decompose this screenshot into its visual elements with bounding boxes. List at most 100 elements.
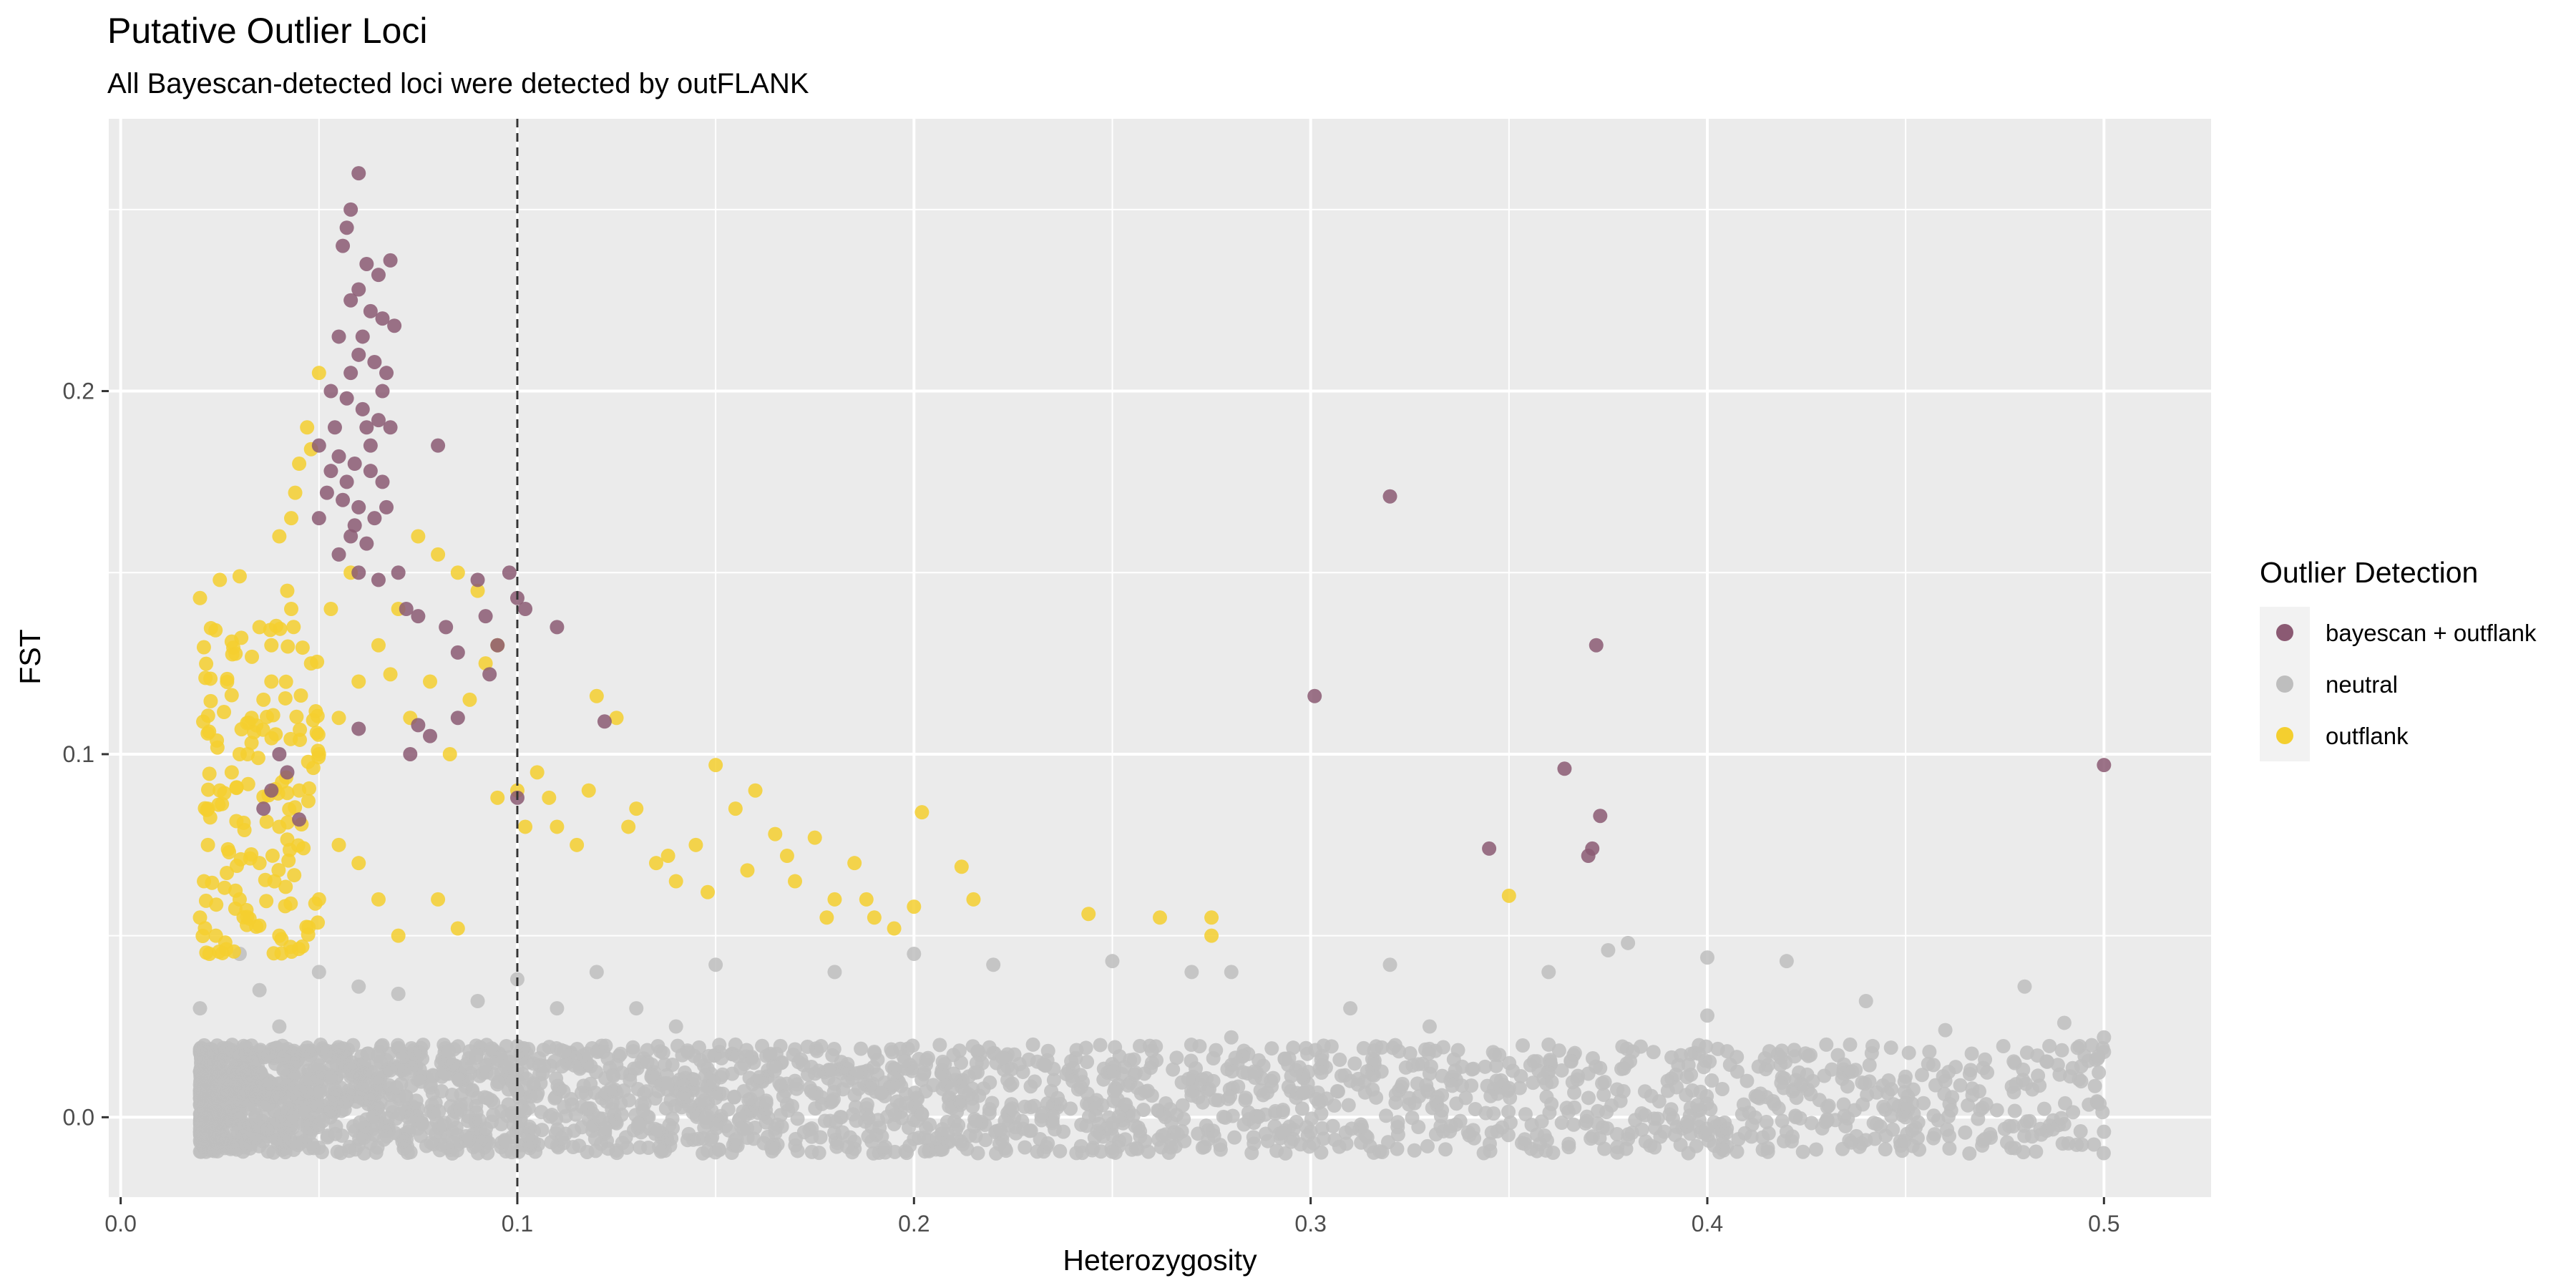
point-neutral	[1324, 1039, 1339, 1054]
point-neutral	[728, 1037, 743, 1052]
point-neutral	[1914, 1068, 1929, 1083]
point-bayescan-outflank	[336, 492, 351, 507]
point-outflank	[280, 639, 296, 654]
point-neutral	[1931, 1113, 1946, 1128]
point-outflank	[490, 790, 505, 805]
point-neutral	[1621, 1131, 1636, 1146]
point-neutral	[1023, 1123, 1038, 1138]
point-neutral	[1740, 1073, 1755, 1088]
point-outflank	[266, 946, 281, 961]
point-bayescan-outflank	[431, 438, 446, 453]
point-neutral	[606, 1068, 621, 1083]
point-neutral	[1387, 1038, 1402, 1053]
point-outflank	[202, 724, 217, 739]
point-neutral	[1858, 1076, 1873, 1091]
point-neutral	[243, 1137, 258, 1152]
point-neutral	[1106, 1064, 1121, 1079]
point-bayescan-outflank	[439, 620, 454, 635]
point-neutral	[804, 1144, 819, 1159]
point-outflank	[264, 674, 279, 689]
point-neutral	[2004, 1079, 2019, 1094]
point-neutral	[501, 1082, 516, 1097]
point-outflank	[668, 874, 683, 889]
point-neutral	[512, 1091, 527, 1106]
point-neutral	[866, 1060, 881, 1075]
point-outflank	[242, 911, 257, 926]
point-neutral	[708, 957, 723, 972]
point-neutral	[905, 1038, 920, 1053]
point-neutral	[308, 1097, 323, 1112]
point-neutral	[1996, 1039, 2011, 1054]
point-neutral	[557, 1044, 572, 1059]
point-neutral	[537, 1058, 552, 1073]
point-outflank	[247, 725, 262, 740]
point-neutral	[434, 1083, 449, 1098]
point-neutral	[1878, 1142, 1893, 1157]
point-neutral	[451, 1070, 466, 1085]
point-outflank	[431, 547, 446, 562]
point-neutral	[1561, 1136, 1576, 1151]
point-neutral	[1942, 1141, 1957, 1156]
point-bayescan-outflank	[292, 812, 307, 827]
point-neutral	[1699, 1008, 1714, 1023]
point-neutral	[265, 1088, 280, 1103]
point-neutral	[1524, 1118, 1539, 1133]
point-neutral	[621, 1093, 636, 1108]
point-neutral	[320, 1130, 335, 1145]
point-neutral	[1402, 1046, 1418, 1061]
plot-panel	[109, 119, 2211, 1197]
point-neutral	[445, 1057, 460, 1072]
point-bayescan-outflank	[1593, 809, 1608, 824]
point-neutral	[1065, 1073, 1080, 1088]
point-neutral	[867, 1045, 882, 1060]
point-neutral	[668, 1019, 683, 1034]
point-neutral	[1038, 1058, 1053, 1073]
point-neutral	[1374, 1040, 1389, 1055]
point-neutral	[1422, 1066, 1437, 1081]
point-neutral	[247, 1055, 262, 1070]
point-neutral	[705, 1130, 720, 1145]
point-neutral	[326, 1088, 341, 1103]
point-outflank	[589, 688, 604, 703]
point-neutral	[1989, 1103, 2004, 1118]
point-neutral	[1922, 1044, 1937, 1059]
point-outflank	[208, 928, 223, 943]
point-neutral	[1584, 1131, 1599, 1146]
point-neutral	[484, 1041, 499, 1056]
point-neutral	[729, 1131, 744, 1146]
point-neutral	[934, 1142, 949, 1157]
point-outflank	[423, 674, 438, 689]
point-neutral	[863, 1081, 878, 1096]
point-neutral	[739, 1121, 754, 1136]
point-neutral	[696, 1146, 711, 1161]
point-neutral	[1699, 950, 1714, 965]
point-bayescan-outflank	[367, 354, 382, 369]
point-outflank	[768, 826, 783, 841]
point-neutral	[1619, 1056, 1634, 1071]
point-outflank	[283, 940, 298, 955]
point-outflank	[859, 892, 874, 907]
point-outflank	[283, 511, 298, 526]
axis-ticks: 0.0 0.1 0.2 0.3 0.4 0.5 0.0 0.1 0.2	[63, 379, 2120, 1236]
point-neutral	[484, 1093, 499, 1108]
point-neutral	[982, 1040, 997, 1055]
point-neutral	[1034, 1109, 1049, 1124]
point-neutral	[665, 1111, 680, 1126]
point-neutral	[1347, 1056, 1362, 1071]
point-neutral	[1836, 1097, 1851, 1112]
point-outflank	[200, 708, 215, 723]
point-neutral	[712, 1143, 727, 1158]
x-tick-label: 0.5	[2088, 1211, 2119, 1236]
point-outflank	[351, 674, 366, 689]
point-neutral	[1325, 1118, 1340, 1133]
point-outflank	[442, 746, 457, 761]
point-neutral	[806, 1086, 821, 1101]
point-neutral	[2032, 1078, 2047, 1093]
point-neutral	[1789, 1091, 1804, 1106]
point-neutral	[423, 1078, 438, 1093]
point-neutral	[826, 1042, 841, 1057]
point-neutral	[547, 1091, 562, 1106]
legend: bayescan + outflank neutral outflank	[2260, 607, 2537, 761]
point-neutral	[1526, 1075, 1541, 1091]
point-neutral	[800, 1039, 815, 1054]
